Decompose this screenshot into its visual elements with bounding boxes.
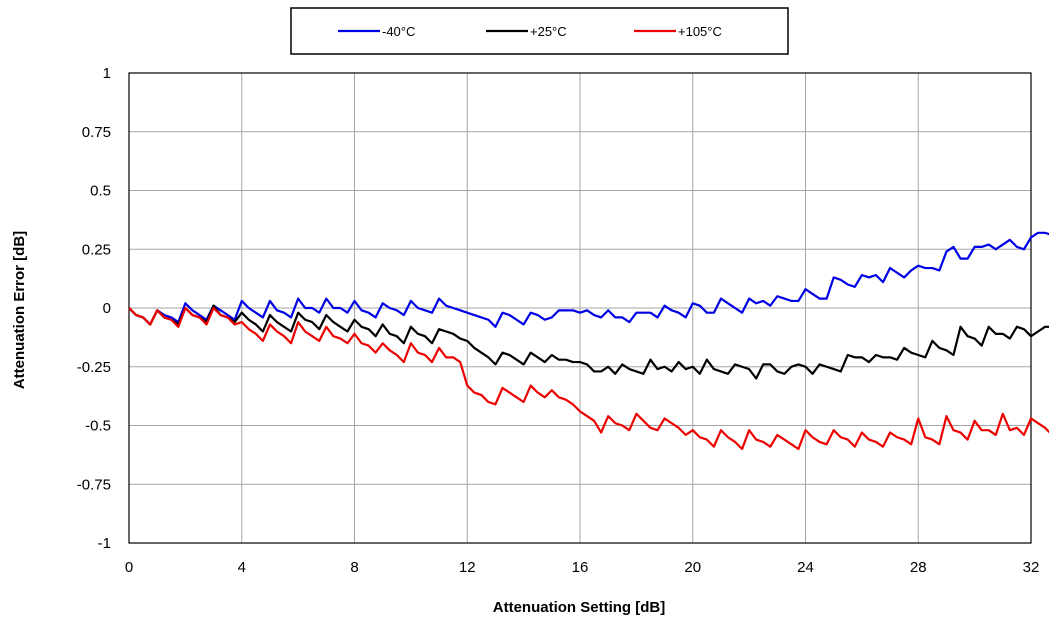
- y-tick-label: 0.75: [82, 124, 111, 141]
- series-line-25c: [128, 304, 1049, 380]
- x-tick-label: 0: [125, 559, 133, 576]
- series-line-105c: [128, 306, 1049, 451]
- y-tick-label: -0.75: [77, 476, 111, 493]
- x-tick-label: 28: [910, 559, 927, 576]
- y-tick-label: 0.25: [82, 241, 111, 258]
- legend-label: +25°C: [530, 24, 567, 39]
- x-tick-label: 20: [684, 559, 701, 576]
- x-axis-title: Attenuation Setting [dB]: [493, 599, 665, 616]
- y-tick-label: -0.5: [85, 418, 111, 435]
- x-tick-label: 4: [238, 559, 246, 576]
- x-tick-label: 8: [350, 559, 358, 576]
- legend-label: -40°C: [382, 24, 415, 39]
- y-tick-label: 0.5: [90, 183, 111, 200]
- data-series: [128, 231, 1049, 451]
- x-tick-label: 16: [572, 559, 589, 576]
- y-tick-label: -1: [98, 535, 111, 552]
- y-axis-title: Attenuation Error [dB]: [11, 231, 28, 389]
- y-tick-label: -0.25: [77, 359, 111, 376]
- legend: -40°C +25°C +105°C: [290, 7, 789, 55]
- x-tick-label: 32: [1023, 559, 1040, 576]
- tick-labels: 0 4 8 12 16 20 24 28 32 1 0.75 0.5 0.25 0 -0.25 -0.5 -0.…: [77, 65, 1040, 576]
- y-tick-label: 0: [103, 300, 111, 317]
- y-tick-label: 1: [103, 65, 111, 82]
- x-tick-label: 24: [797, 559, 814, 576]
- x-tick-label: 12: [459, 559, 476, 576]
- plot-grid: [128, 72, 1032, 544]
- series-line-40c: [128, 231, 1049, 328]
- legend-label: +105°C: [678, 24, 722, 39]
